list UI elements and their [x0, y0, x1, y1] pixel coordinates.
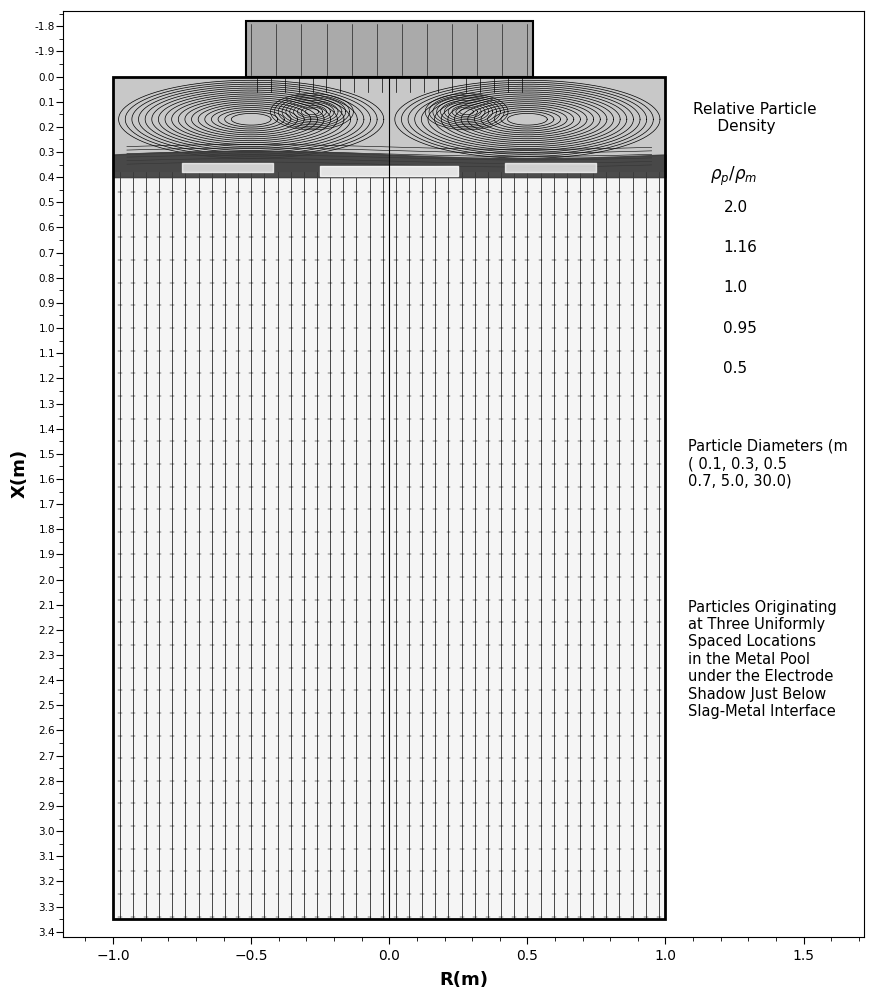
Text: 2.0: 2.0 [723, 200, 748, 215]
Y-axis label: X(m): X(m) [11, 449, 29, 498]
Bar [113, 172, 666, 919]
Text: Particles Originating
at Three Uniformly
Spaced Locations
in the Metal Pool
unde: Particles Originating at Three Uniformly… [688, 600, 836, 719]
Text: 0.5: 0.5 [723, 361, 748, 376]
Text: $\rho_p/\rho_m$: $\rho_p/\rho_m$ [710, 165, 757, 188]
Bar [246, 21, 533, 77]
Bar [113, 77, 666, 919]
Text: 0.95: 0.95 [723, 321, 758, 336]
Text: 1.16: 1.16 [723, 240, 758, 255]
Text: 1.0: 1.0 [723, 280, 748, 295]
Text: Relative Particle
     Density: Relative Particle Density [693, 102, 817, 134]
Text: Particle Diameters (m
( 0.1, 0.3, 0.5
0.7, 5.0, 30.0): Particle Diameters (m ( 0.1, 0.3, 0.5 0.… [688, 439, 848, 489]
X-axis label: R(m): R(m) [439, 971, 488, 989]
Bar [113, 77, 666, 172]
